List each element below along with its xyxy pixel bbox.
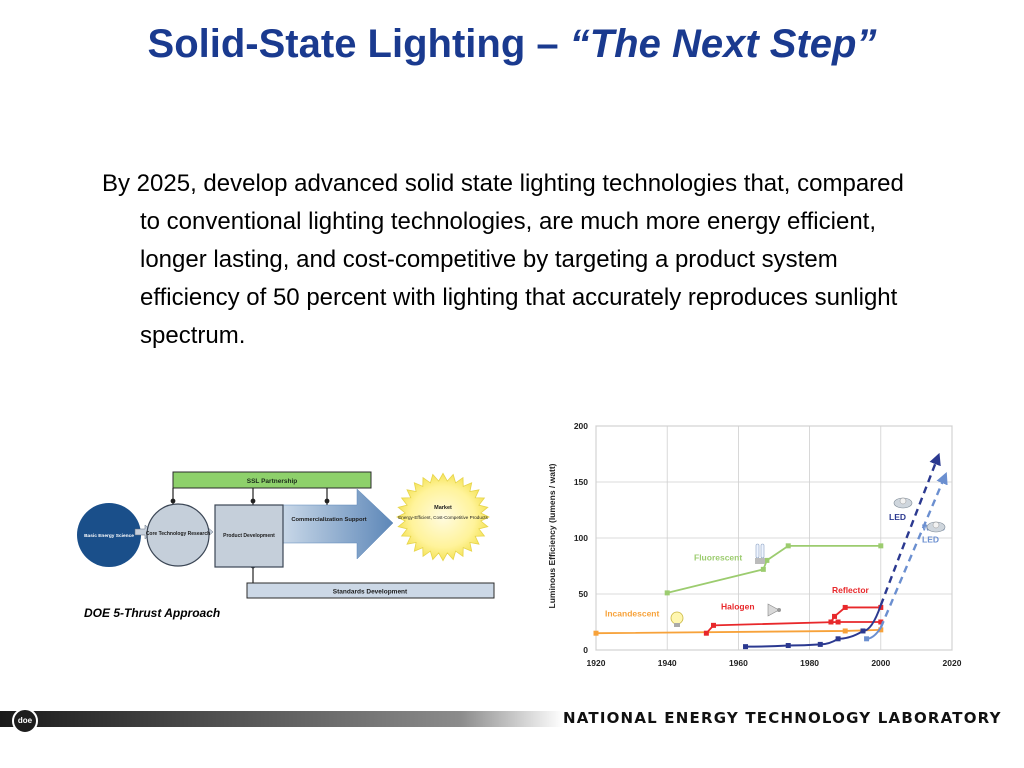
led-point — [835, 636, 841, 642]
halogen-line — [705, 621, 881, 634]
white-led-point — [864, 636, 870, 642]
product-development-node — [214, 504, 284, 568]
y-tick-label: 50 — [579, 589, 589, 599]
led-lamp-icon — [926, 521, 946, 533]
white-led-label-line2: LED — [922, 535, 939, 545]
incandescent-label: Incandescent — [605, 608, 659, 618]
luminous-efficiency-chart: 1920 1940 1960 1980 2000 2020 0 50 100 150 200 Inc… — [547, 421, 962, 668]
halogen-label: Halogen — [721, 602, 755, 612]
led-point — [743, 644, 749, 650]
reflector-point — [828, 619, 834, 625]
x-tick-label: 1920 — [587, 658, 606, 668]
halogen-point — [703, 630, 709, 636]
led-label: LED — [889, 512, 906, 522]
led-point — [785, 643, 791, 649]
halogen-point — [710, 622, 716, 628]
bulb-lamp-icon — [670, 611, 684, 627]
commercialization-label-text: Commercialization Support — [291, 517, 366, 523]
white-led-projection-line — [879, 471, 948, 629]
x-tick-label: 1940 — [658, 658, 677, 668]
basic-energy-science-label: Basic Energy Science — [84, 533, 134, 539]
standards-development-bar — [246, 582, 495, 599]
chart-labels: Incandescent Halogen Reflector Fluorescent L… — [605, 497, 946, 627]
led-projection-line — [879, 452, 941, 606]
fluorescent-point — [760, 566, 766, 572]
fluorescent-point — [664, 590, 670, 596]
y-tick-label: 100 — [574, 533, 588, 543]
fluorescent-label: Fluorescent — [694, 552, 742, 562]
x-tick-label: 2020 — [943, 658, 962, 668]
market-title: Market — [434, 505, 452, 511]
chart-y-axis-label: Luminous Efficiency (lumens / watt) — [547, 463, 557, 608]
fluorescent-point — [764, 557, 770, 563]
core-technology-research-node — [146, 503, 210, 567]
x-tick-label: 2000 — [871, 658, 890, 668]
x-tick-label: 1980 — [800, 658, 819, 668]
halogen-point — [835, 619, 841, 625]
five-thrust-diagram: SSL Partnership Standards Development Co… — [77, 471, 495, 599]
cfl-lamp-icon — [755, 543, 765, 564]
ssl-partnership-label: SSL Partnership — [247, 478, 297, 485]
footer-gradient-bar — [0, 711, 1024, 727]
footer-lab-name: NATIONAL ENERGY TECHNOLOGY LABORATORY — [563, 709, 1002, 727]
body-paragraph: By 2025, develop advanced solid state li… — [102, 170, 904, 349]
doe-logo-icon: doe — [12, 708, 38, 734]
y-tick-label: 150 — [574, 477, 588, 487]
fluorescent-point — [785, 543, 791, 549]
diagram-caption: DOE 5-Thrust Approach — [84, 606, 221, 620]
commercialization-label: Commercialization Support — [291, 517, 366, 523]
y-tick-label: 200 — [574, 421, 588, 431]
y-tick-label: 0 — [583, 645, 588, 655]
reflector-label: Reflector — [832, 585, 870, 595]
incandescent-point — [878, 627, 884, 633]
halogen-lamp-icon — [767, 603, 781, 617]
reflector-point — [842, 604, 848, 610]
market-subtitle: Energy-Efficient, Cost-Competitive Produ… — [398, 515, 488, 520]
reflector-line — [830, 606, 881, 623]
led-point — [817, 641, 823, 647]
core-technology-research-label: Core Technology Research — [146, 531, 210, 537]
incandescent-point — [842, 628, 848, 634]
incandescent-point — [593, 630, 599, 636]
standards-development-label: Standards Development — [333, 589, 408, 596]
title-emphasis: “The Next Step” — [569, 22, 877, 66]
fluorescent-point — [878, 543, 884, 549]
reflector-point — [832, 613, 838, 619]
led-point — [860, 628, 866, 634]
market-sun-node — [396, 472, 490, 562]
slide-title: Solid-State Lighting – “The Next Step” — [0, 22, 1024, 67]
basic-energy-science-node — [77, 503, 141, 567]
halogen-point — [878, 619, 884, 625]
ssl-partnership-bar — [172, 471, 372, 489]
product-development-label: Product Development — [223, 533, 275, 539]
chart-axes: 1920 1940 1960 1980 2000 2020 0 50 100 150 200 — [574, 421, 962, 668]
led-lamp-icon — [893, 497, 913, 509]
x-tick-label: 1960 — [729, 658, 748, 668]
chart-series — [593, 452, 948, 650]
title-main: Solid-State Lighting – — [147, 22, 570, 66]
commercialization-arrow — [281, 488, 394, 560]
